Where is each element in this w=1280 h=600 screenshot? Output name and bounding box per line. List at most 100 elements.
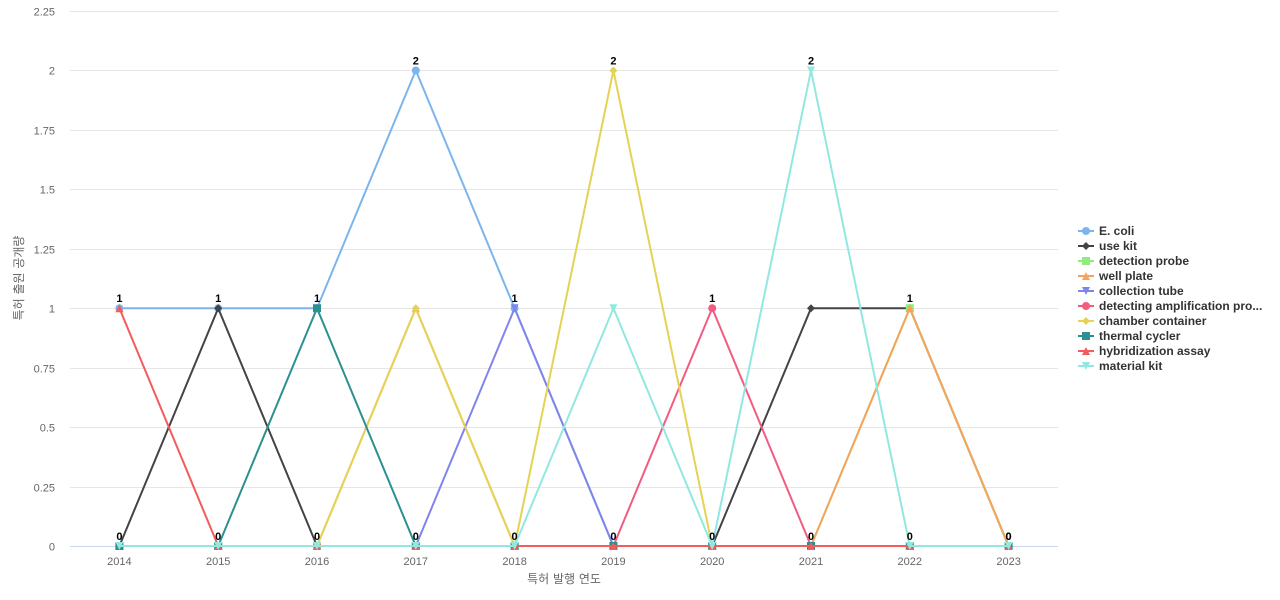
data-label: 2 [413,55,419,67]
legend-label: E. coli [1099,224,1134,238]
legend-item[interactable]: well plate [1078,269,1153,283]
data-label: 0 [413,531,419,543]
y-tick-label: 1 [49,304,55,316]
data-point[interactable] [214,304,223,313]
data-point[interactable] [609,542,618,550]
data-label: 1 [314,293,320,305]
data-point[interactable] [609,304,618,313]
data-label: 1 [512,293,518,305]
data-label: 1 [709,293,715,305]
y-axis-ticks: 0 0.25 0.5 0.75 1 1.25 1.5 1.75 2 2.25 [34,7,55,554]
legend-item[interactable]: material kit [1078,359,1162,373]
y-tick-label: 0.75 [34,364,55,376]
gridlines [70,11,1058,488]
data-point[interactable] [411,304,420,313]
data-label: 0 [215,531,221,543]
data-label: 0 [1006,531,1012,543]
legend-item[interactable]: detection probe [1078,254,1189,268]
x-axis-ticks: 2014 2015 2016 2017 2018 2019 2020 2021 2022 2023 [107,556,1021,568]
data-point[interactable] [807,66,815,75]
legend-marker[interactable] [1082,332,1090,340]
legend-item[interactable]: hybridization assay [1078,344,1211,358]
data-label: 0 [709,531,715,543]
data-point[interactable] [510,542,519,550]
data-point[interactable] [1004,542,1013,550]
data-point[interactable] [708,542,717,550]
legend-label: material kit [1099,359,1162,373]
data-point[interactable] [214,542,223,550]
data-point[interactable] [115,304,124,313]
data-point[interactable] [115,542,124,550]
y-tick-label: 1.5 [40,185,55,197]
legend-marker[interactable] [1082,257,1090,265]
data-label: 0 [907,531,913,543]
x-tick-label: 2021 [799,556,823,568]
x-tick-label: 2022 [898,556,922,568]
legend-marker[interactable] [1082,227,1090,235]
y-tick-label: 1.25 [34,245,55,257]
y-axis-title: 특허 출원 공개량 [12,236,26,321]
y-tick-label: 0.5 [40,423,55,435]
legend-marker[interactable] [1082,362,1090,370]
data-point[interactable] [411,542,420,550]
data-label: 0 [314,531,320,543]
x-tick-label: 2018 [502,556,526,568]
legend-marker[interactable] [1082,347,1090,355]
x-tick-label: 2020 [700,556,724,568]
data-label: 0 [808,531,814,543]
data-label: 1 [907,293,913,305]
x-tick-label: 2023 [996,556,1020,568]
legend-item[interactable]: detecting amplification pro... [1078,299,1262,313]
x-tick-label: 2017 [404,556,428,568]
data-point[interactable] [313,542,321,550]
legend-label: thermal cycler [1099,329,1181,343]
legend-label: hybridization assay [1099,344,1211,358]
legend-item[interactable]: chamber container [1078,314,1207,328]
x-axis-title: 특허 발행 연도 [527,571,601,586]
legend-item[interactable]: E. coli [1078,224,1134,238]
y-tick-label: 0.25 [34,483,55,495]
data-point[interactable] [510,304,519,313]
data-label: 2 [610,55,616,67]
series-line[interactable] [119,69,1009,547]
data-label: 2 [808,55,814,67]
legend-marker[interactable] [1082,287,1090,295]
data-label: 0 [116,531,122,543]
legend-marker[interactable] [1082,302,1090,310]
data-label: 0 [610,531,616,543]
data-point[interactable] [708,304,717,313]
data-point[interactable] [609,66,618,75]
legend-item[interactable]: thermal cycler [1078,329,1181,343]
data-point[interactable] [905,304,914,313]
x-tick-label: 2016 [305,556,329,568]
y-tick-label: 2 [49,66,55,78]
data-label: 0 [512,531,518,543]
legend-label: use kit [1099,239,1137,253]
y-tick-label: 0 [49,542,55,554]
series-material-kit[interactable] [115,66,1013,550]
data-point[interactable] [411,66,420,75]
x-tick-label: 2014 [107,556,131,568]
legend-marker[interactable] [1082,272,1090,280]
data-point[interactable] [807,304,815,313]
legend-label: detecting amplification pro... [1099,299,1262,313]
legend-item[interactable]: use kit [1078,239,1137,253]
legend-item[interactable]: collection tube [1078,284,1184,298]
data-label: 0 [1006,531,1012,543]
data-label: 1 [116,293,122,305]
data-point[interactable] [313,304,321,313]
y-tick-label: 1.75 [34,126,55,138]
data-point[interactable] [807,542,815,550]
legend-marker[interactable] [1082,317,1090,325]
legend-marker[interactable] [1082,242,1090,250]
x-tick-label: 2019 [601,556,625,568]
y-tick-label: 2.25 [34,7,55,19]
legend-label: detection probe [1099,254,1189,268]
data-point[interactable] [905,542,914,550]
series-lines [115,66,1013,550]
x-tick-label: 2015 [206,556,230,568]
data-label: 1 [215,293,221,305]
